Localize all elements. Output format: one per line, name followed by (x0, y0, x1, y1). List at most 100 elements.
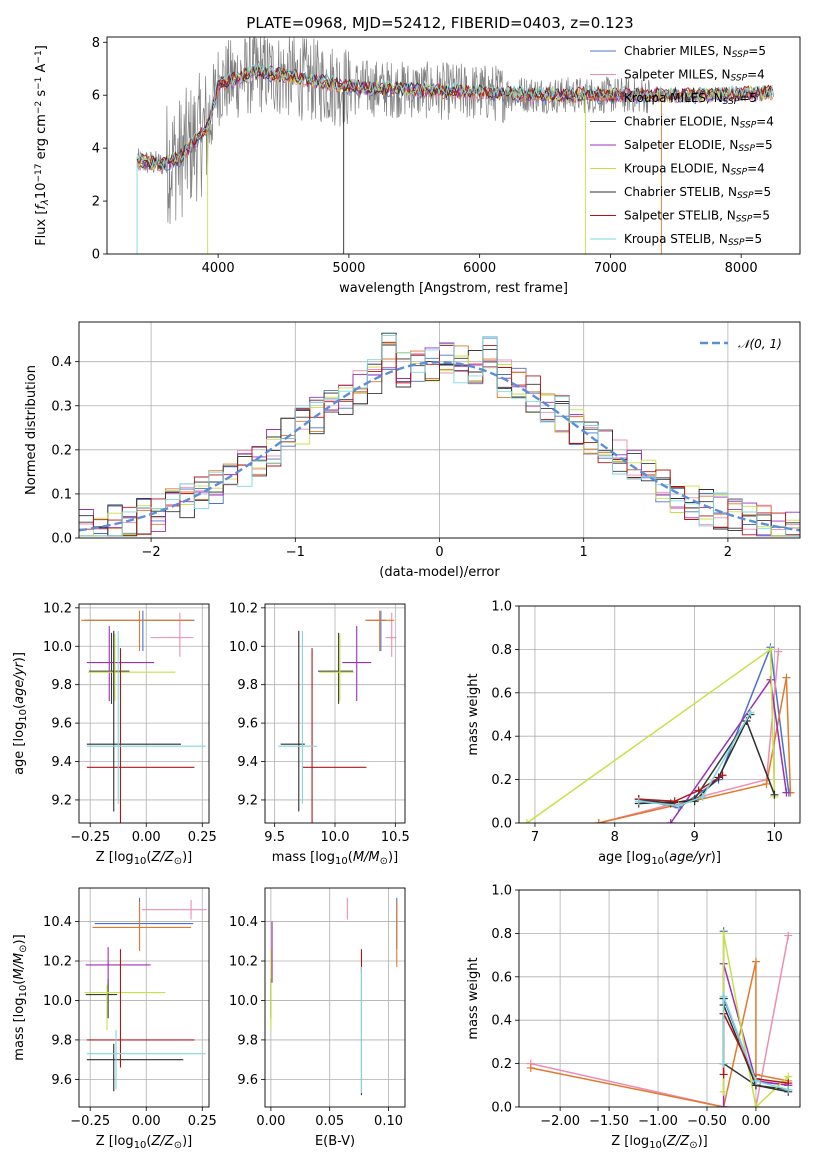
x-tick-label: 8000 (725, 261, 758, 276)
legend-label: Chabrier MILES, NSSP=5 (624, 44, 766, 60)
x-tick-label: 10 (766, 830, 783, 845)
y-tick-label: 9.6 (237, 717, 258, 732)
y-tick-label: 10.2 (43, 955, 72, 970)
axes-frame (106, 36, 801, 255)
x-axis-label: Z [log10​(Z/Z⊙​)] (96, 850, 193, 867)
y-tick-label: 10.2 (229, 955, 258, 970)
y-tick-label: 0.0 (491, 1101, 512, 1116)
weight-marker (719, 992, 728, 1001)
x-tick-label: 9.5 (264, 830, 285, 845)
y-tick-label: 0.6 (491, 686, 512, 701)
weight-marker (751, 957, 760, 966)
y-tick-label: 0.4 (491, 1014, 512, 1029)
x-tick-label: 0.00 (741, 1114, 770, 1129)
x-tick-label: 0.00 (256, 1114, 285, 1129)
figure-title: PLATE=0968, MJD=52412, FIBERID=0403, z=0… (246, 14, 633, 32)
y-tick-label: 0.0 (491, 817, 512, 832)
x-tick-label: 7000 (594, 261, 627, 276)
y-tick-label: 9.8 (51, 1033, 72, 1048)
x-tick-label: −0.25 (70, 830, 110, 845)
axes-frame (78, 321, 801, 539)
y-axis-label: mass weight (466, 957, 481, 1039)
y-tick-label: 10.0 (43, 994, 72, 1009)
y-tick-label: 10.2 (43, 601, 72, 616)
panel-residuals: −2 −1 0 1 2 0.0 0.1 0.2 0.3 0.4 (data-model)/error… (24, 321, 801, 580)
plot-area (79, 604, 209, 823)
y-tick-label: 10.0 (43, 640, 72, 655)
axes-frame (264, 603, 406, 824)
weight-marker (719, 1087, 728, 1096)
y-tick-label: 6 (92, 89, 100, 104)
weight-marker (594, 819, 603, 823)
panel-spectrum: 4000 5000 6000 7000 8000 0 2 4 6 8 wavelength [Ang… (34, 36, 801, 296)
x-tick-label: 0.00 (132, 830, 161, 845)
x-axis-label: wavelength [Angstrom, rest frame] (339, 281, 568, 296)
y-tick-label: 0.0 (51, 532, 72, 547)
weight-marker (666, 819, 675, 823)
y-tick-label: 0.8 (491, 643, 512, 658)
weight-line-8 (638, 711, 752, 807)
weight-marker (774, 647, 783, 656)
y-axis-label: age [log10​(age/yr)] (12, 652, 29, 775)
y-tick-label: 10.2 (229, 601, 258, 616)
y-tick-label: 9.2 (237, 793, 258, 808)
x-tick-label: 0.10 (374, 1114, 403, 1129)
x-tick-label: 10.5 (381, 830, 410, 845)
x-tick-label: 1 (580, 545, 588, 560)
legend-label: Salpeter MILES, NSSP=4 (624, 68, 765, 84)
panel-mass-vs-Z: −0.25 0.00 0.25 9.6 9.8 10.0 10.2 10.4 Z [log10​… (12, 887, 217, 1151)
axes-frame (264, 887, 406, 1108)
plot-area (519, 606, 800, 823)
x-tick-label: 9 (690, 830, 698, 845)
legend-label: Kroupa ELODIE, NSSP=4 (624, 162, 765, 178)
y-tick-label: 0 (92, 248, 100, 263)
y-tick-label: 0.6 (491, 970, 512, 985)
model-spectrum-8 (136, 64, 773, 170)
y-tick-label: 9.8 (237, 678, 258, 693)
x-axis-label: age [log10​(age/yr)] (598, 850, 721, 867)
plot-area (136, 37, 774, 254)
y-tick-label: 0.8 (491, 927, 512, 942)
axes-frame (518, 889, 801, 1108)
y-tick-label: 0.3 (51, 399, 72, 414)
x-tick-label: 2 (724, 545, 732, 560)
x-tick-label: 0.00 (132, 1114, 161, 1129)
x-tick-label: 4000 (202, 261, 235, 276)
y-tick-label: 0.4 (491, 730, 512, 745)
weight-marker (719, 1059, 728, 1068)
weight-marker (719, 1103, 728, 1107)
weight-marker (522, 819, 531, 823)
y-tick-label: 9.4 (237, 755, 258, 770)
y-axis-label: Normed distribution (24, 365, 39, 495)
weight-marker (751, 1103, 760, 1107)
axes-frame (78, 603, 210, 824)
y-tick-label: 10.4 (229, 915, 258, 930)
x-axis-label: Z [log10​(Z/Z⊙​)] (96, 1134, 193, 1151)
legend-label: Chabrier STELIB, NSSP=5 (624, 185, 771, 201)
y-tick-label: 1.0 (491, 884, 512, 899)
y-tick-label: 10.0 (229, 640, 258, 655)
x-tick-label: 0.25 (188, 1114, 217, 1129)
x-tick-label: 0 (435, 545, 443, 560)
y-tick-label: 0.4 (51, 355, 72, 370)
y-tick-label: 10.0 (229, 994, 258, 1009)
x-tick-label: 6000 (463, 261, 496, 276)
model-spectrum-7 (136, 65, 773, 168)
x-tick-label: −1.50 (589, 1114, 629, 1129)
legend-label: Salpeter STELIB, NSSP=5 (624, 209, 770, 225)
y-axis-label: mass weight (466, 673, 481, 755)
x-axis-label: Z [log10​(Z/Z⊙​)] (611, 1134, 708, 1151)
y-tick-label: 0.1 (51, 487, 72, 502)
panel-mass-vs-ebv: 0.00 0.05 0.10 9.6 9.8 10.0 10.2 10.4 E(B-V) (229, 887, 406, 1149)
weight-marker (784, 931, 793, 940)
x-axis-label: mass [log10​(M/M⊙​)] (272, 850, 398, 867)
y-tick-label: 10.4 (43, 915, 72, 930)
weight-line-1 (530, 935, 790, 1107)
legend-label-normal: 𝒩(0, 1) (738, 337, 782, 351)
axes-frame (78, 887, 210, 1108)
y-tick-label: 9.4 (51, 755, 72, 770)
plot-area (519, 890, 800, 1107)
plot-area (79, 888, 209, 1107)
legend-label: Salpeter ELODIE, NSSP=5 (624, 138, 773, 154)
x-tick-label: −1 (286, 545, 305, 560)
